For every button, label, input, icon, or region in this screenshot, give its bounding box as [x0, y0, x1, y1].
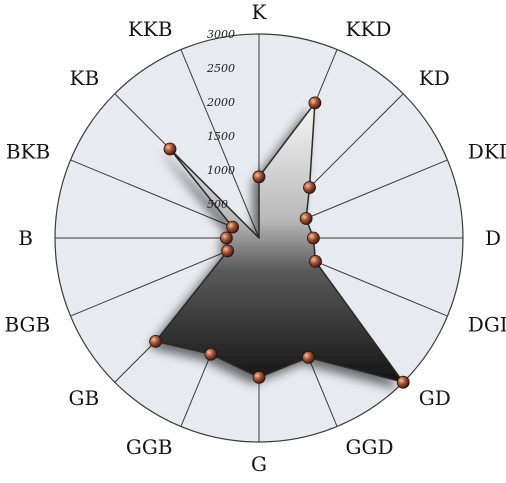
radar-markers — [149, 96, 410, 389]
category-label-kkb: KKB — [128, 17, 173, 41]
data-point-ggb — [204, 347, 218, 361]
data-point-d — [306, 231, 320, 245]
category-label-kd: KD — [419, 66, 450, 90]
category-label-kkd: KKD — [346, 17, 392, 41]
radial-tick-3000: 3000 — [207, 28, 235, 41]
radial-tick-2000: 2000 — [206, 96, 235, 109]
category-labels: K KKD KD DKD D DGD GD GGD G GGB GB BGB B BKB KB KKB — [4, 0, 506, 476]
category-label-g: G — [251, 452, 267, 476]
data-point-kd — [303, 181, 316, 194]
data-point-bkb — [226, 220, 240, 234]
data-point-gd — [396, 375, 410, 389]
category-label-k: K — [252, 0, 268, 24]
category-label-kb: KB — [70, 66, 100, 90]
spoke-kkb — [180, 49, 260, 239]
data-point-g — [252, 370, 266, 384]
data-point-dgd — [309, 254, 322, 268]
radial-tick-500: 500 — [207, 198, 228, 211]
data-point-ggd — [301, 350, 315, 364]
radial-tick-1500: 1500 — [207, 130, 235, 143]
data-point-b — [219, 231, 233, 245]
category-label-bkb: BKB — [6, 140, 50, 164]
category-label-dkd: DKD — [468, 140, 506, 164]
data-point-gb — [149, 334, 163, 348]
category-label-bgb: BGB — [4, 313, 50, 337]
radial-tick-2500: 2500 — [206, 62, 235, 75]
radial-tick-labels: 500 1000 1500 2000 2500 3000 — [206, 28, 235, 211]
category-label-ggb: GGB — [126, 435, 173, 459]
data-point-kkd — [308, 96, 322, 110]
radial-tick-1000: 1000 — [207, 164, 235, 177]
category-label-d: D — [485, 226, 501, 250]
data-point-k — [252, 170, 266, 184]
data-point-bgb — [221, 244, 235, 258]
data-point-kb — [163, 142, 177, 156]
category-label-b: B — [18, 226, 33, 250]
category-label-gb: GB — [69, 386, 100, 410]
category-label-ggd: GGD — [346, 435, 394, 459]
category-label-gd: GD — [419, 386, 451, 410]
data-point-dkd — [299, 212, 313, 225]
category-label-dgd: DGD — [468, 313, 506, 337]
